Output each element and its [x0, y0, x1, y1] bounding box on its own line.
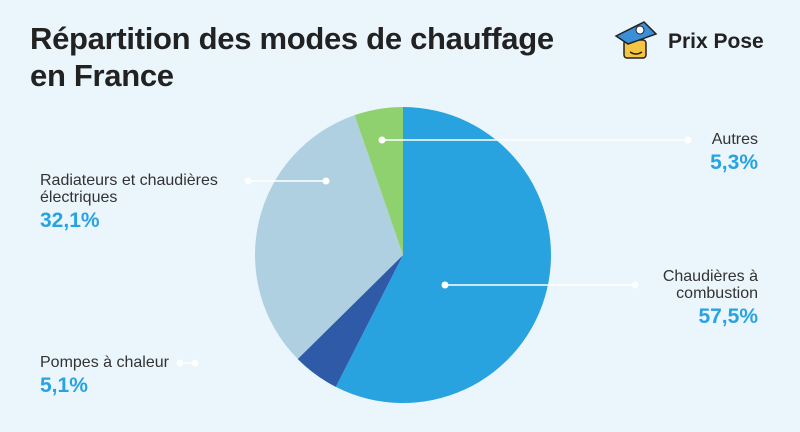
leader-dot: [684, 136, 692, 144]
value-label: 5,1%: [40, 374, 88, 397]
value-label: 5,3%: [710, 151, 758, 174]
brand-logo: [614, 21, 658, 59]
leader-dot: [322, 177, 330, 185]
leader-dot: [191, 359, 199, 367]
category-label: Pompes à chaleur: [40, 354, 169, 371]
slice-label: Autres 5,3%: [638, 131, 758, 174]
pie-slice: [335, 107, 551, 403]
chart-title: Répartition des modes de chauffage en Fr…: [30, 21, 554, 93]
leader-dot: [378, 136, 386, 144]
pie-slice: [255, 115, 403, 359]
leader-dot: [631, 281, 639, 289]
category-label: Autres: [711, 131, 758, 148]
value-label: 32,1%: [40, 209, 100, 232]
category-label: Chaudières à combustion: [662, 268, 758, 302]
pie-slice: [297, 255, 403, 387]
slice-label: Pompes à chaleur 5,1%: [40, 354, 250, 397]
brand-name: Prix Pose: [668, 30, 764, 53]
leader-dot: [244, 177, 252, 185]
value-label: 57,5%: [698, 305, 758, 328]
pie-slice: [354, 107, 403, 255]
leader-dot: [441, 281, 449, 289]
category-label: Radiateurs et chaudières électriques: [40, 172, 218, 206]
slice-label: Radiateurs et chaudières électriques 32,1…: [40, 172, 250, 232]
leader-dot: [176, 359, 184, 367]
slice-label: Chaudières à combustion 57,5%: [638, 268, 758, 328]
